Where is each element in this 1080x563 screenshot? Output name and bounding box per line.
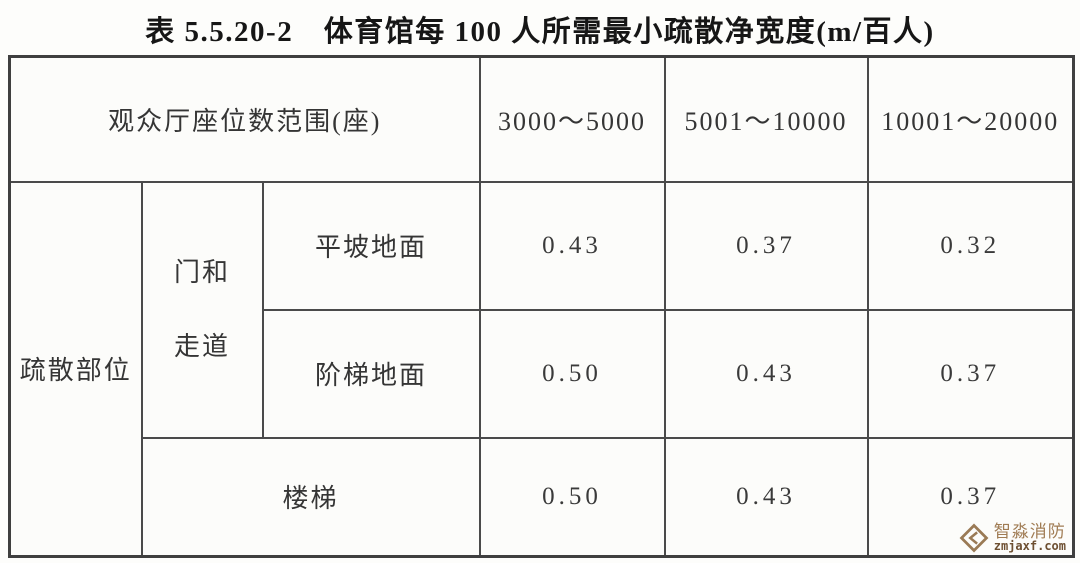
value-stairs-3000-5000: 0.50 (478, 436, 666, 558)
value-step-5001-10000: 0.43 (663, 308, 869, 439)
value-flat-3000-5000: 0.43 (478, 180, 666, 311)
table-header-row: 观众厅座位数范围(座) 3000～5000 5001～10000 10001～2… (8, 55, 1075, 183)
table-row: 疏散部位 门和 走道 平坡地面 0.43 0.37 0.32 (8, 180, 1075, 558)
value-step-3000-5000: 0.50 (478, 308, 666, 439)
header-seat-range-label: 观众厅座位数范围(座) (8, 55, 481, 183)
value-flat-5001-10000: 0.37 (663, 180, 869, 311)
table-row: 楼梯 0.50 0.43 0.37 (10, 436, 1075, 558)
category-door-corridor: 门和 走道 (140, 180, 264, 439)
table-title: 表 5.5.20-2 体育馆每 100 人所需最小疏散净宽度(m/百人) (145, 16, 935, 48)
part-flat-ground: 平坡地面 (261, 180, 481, 311)
value-stairs-10001-20000: 0.37 (866, 436, 1075, 558)
value-flat-10001-20000: 0.32 (866, 180, 1075, 311)
value-stairs-5001-10000: 0.43 (663, 436, 869, 558)
header-range-5001-10000: 5001～10000 (663, 55, 869, 183)
header-range-10001-20000: 10001～20000 (866, 55, 1075, 183)
category-door-corridor-line2: 走道 (173, 331, 230, 361)
part-stepped-ground: 阶梯地面 (261, 308, 481, 439)
part-stairs: 楼梯 (140, 436, 481, 558)
row-group-label: 疏散部位 (8, 180, 143, 558)
header-range-3000-5000: 3000～5000 (478, 55, 666, 183)
table-row: 阶梯地面 0.50 0.43 0.37 (10, 308, 1075, 439)
evacuation-width-table: 观众厅座位数范围(座) 3000～5000 5001～10000 10001～2… (8, 55, 1076, 558)
value-step-10001-20000: 0.37 (866, 308, 1075, 439)
category-door-corridor-line1: 门和 (173, 257, 230, 287)
